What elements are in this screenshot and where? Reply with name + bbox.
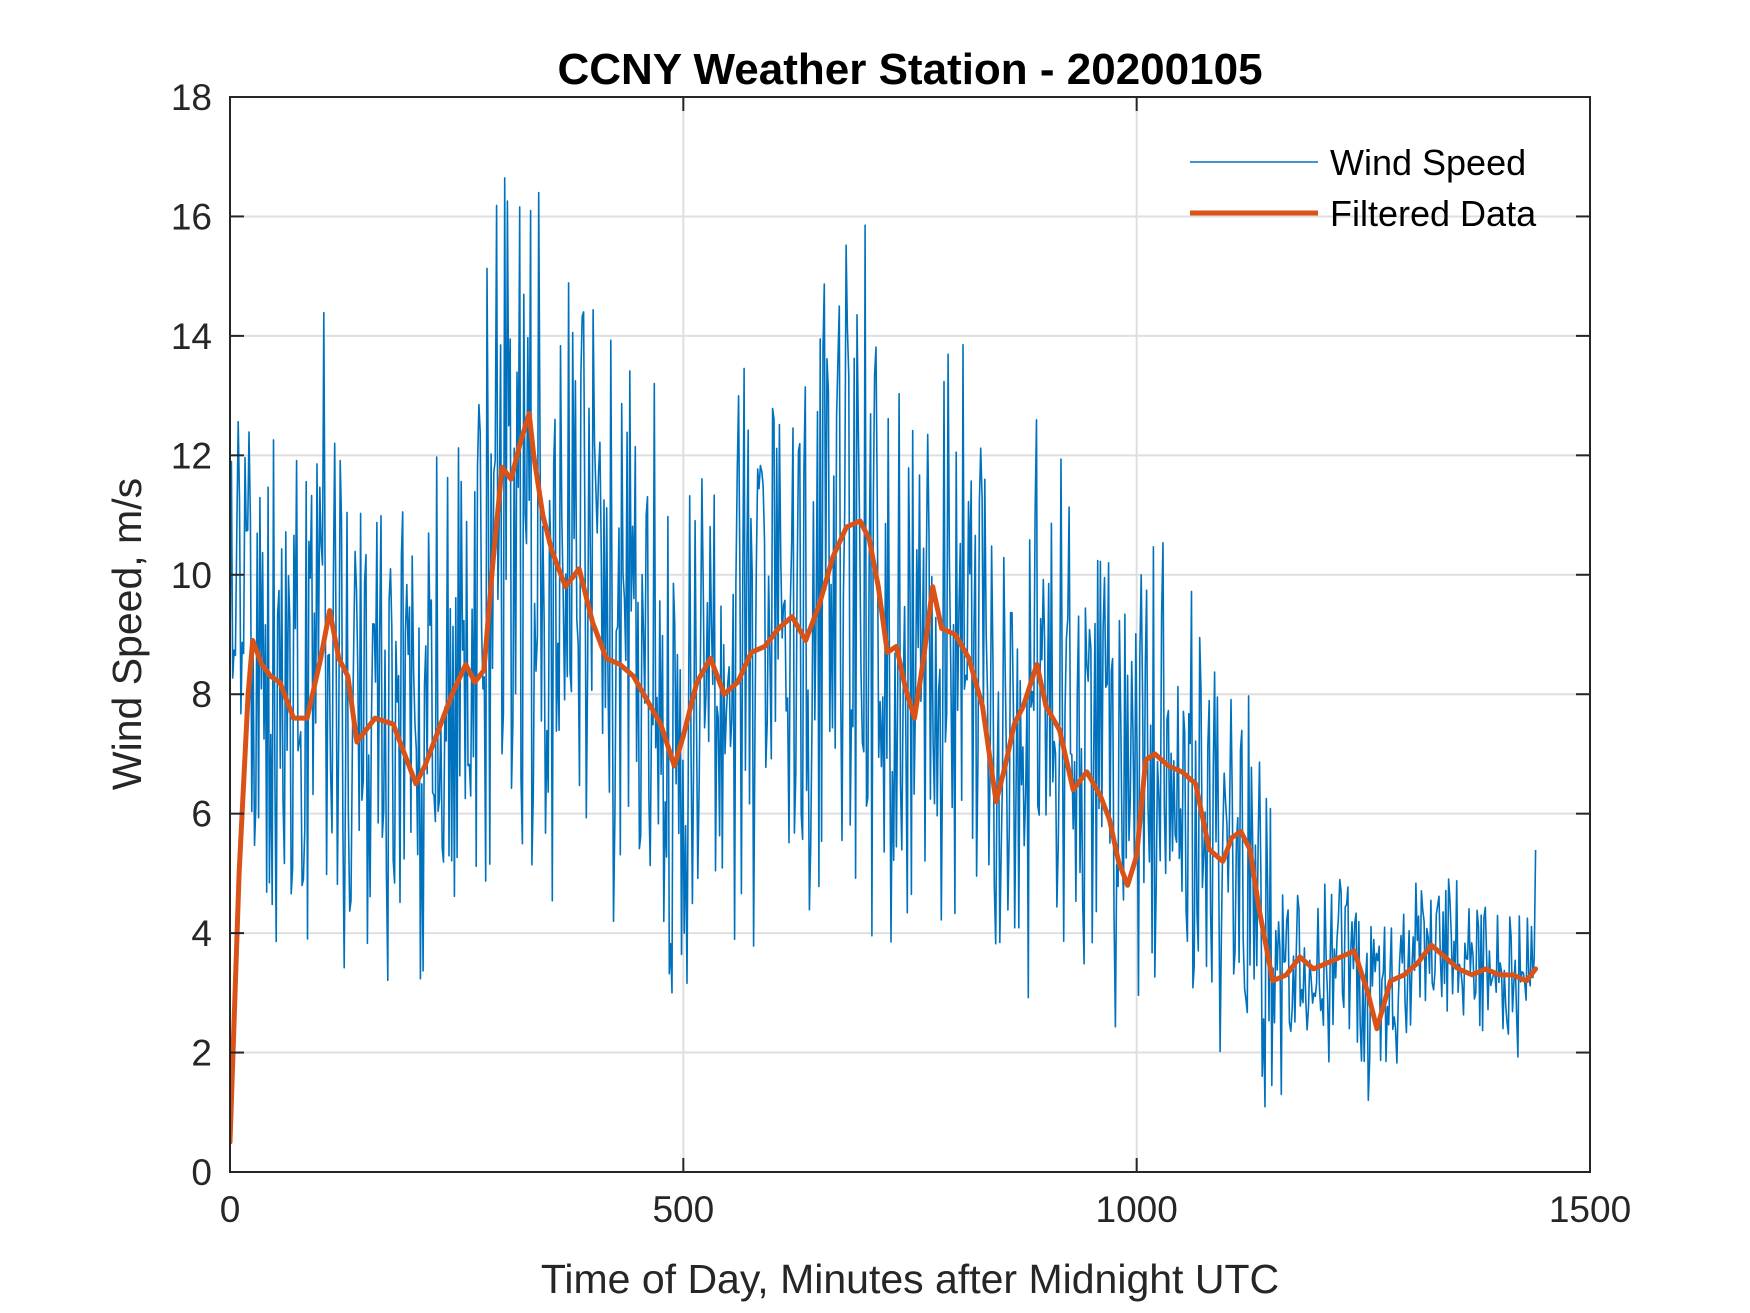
y-tick-label: 14 (171, 316, 212, 357)
legend-label: Wind Speed (1330, 142, 1526, 183)
series-area (230, 177, 1539, 1145)
y-tick-label: 4 (191, 913, 212, 954)
legend-item: Filtered Data (1190, 193, 1537, 234)
legend: Wind Speed Filtered Data (1190, 142, 1537, 234)
y-tick-label: 6 (191, 794, 212, 835)
y-tick-label: 0 (191, 1152, 212, 1193)
x-tick-label: 1000 (1096, 1189, 1178, 1230)
y-tick-label: 12 (171, 435, 212, 476)
wind-speed-line (230, 177, 1537, 1108)
legend-label: Filtered Data (1330, 193, 1537, 234)
filtered-data-line (230, 411, 1539, 1145)
y-tick-label: 8 (191, 674, 212, 715)
y-tick-label: 16 (171, 196, 212, 237)
axes-box (229, 96, 1591, 1173)
chart-title: CCNY Weather Station - 20200105 (557, 45, 1262, 94)
x-axis-label: Time of Day, Minutes after Midnight UTC (541, 1256, 1279, 1302)
x-tick-label: 500 (652, 1189, 714, 1230)
axes-frame (229, 96, 1591, 1173)
y-tick-label: 10 (171, 555, 212, 596)
legend-item: Wind Speed (1190, 142, 1526, 183)
y-tick-label: 2 (191, 1033, 212, 1074)
y-axis-label: Wind Speed, m/s (104, 478, 150, 790)
x-tick-label: 0 (220, 1189, 241, 1230)
grid (230, 97, 1590, 1172)
x-tick-label: 1500 (1549, 1189, 1631, 1230)
ticks: 0 2 4 6 8 10 12 14 16 18 0 500 1000 1500 (171, 77, 1631, 1230)
y-tick-label: 18 (171, 77, 212, 118)
